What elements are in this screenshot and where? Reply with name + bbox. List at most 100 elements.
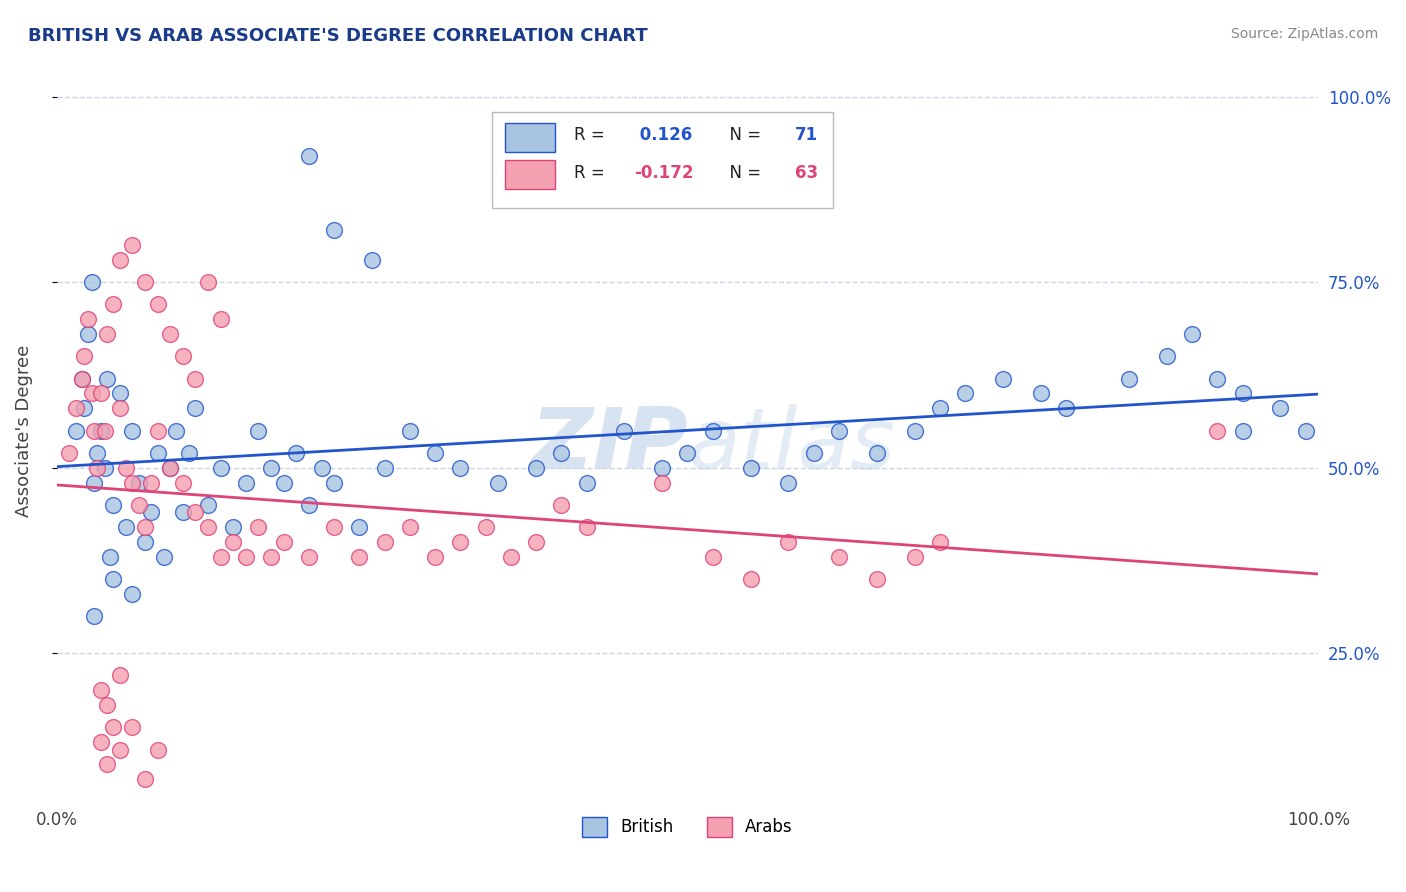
Point [108,401,131,416]
Point [423,549,446,564]
Point [103,572,125,586]
Point [222,520,245,534]
Point [209,549,232,564]
Point [184,401,207,416]
Point [128,475,150,490]
Point [651,460,673,475]
Point [222,534,245,549]
Point [121,720,143,734]
Point [166,424,188,438]
Point [108,742,131,756]
Point [90,683,112,698]
Point [399,424,422,438]
Point [1206,371,1229,385]
Point [866,446,889,460]
Point [58,446,80,460]
Point [146,297,169,311]
Point [349,520,371,534]
Point [702,549,724,564]
Point [903,424,925,438]
Point [323,223,346,237]
Point [73,401,96,416]
Point [80,386,103,401]
Point [803,446,825,460]
Point [285,446,308,460]
Point [86,460,108,475]
Text: 71: 71 [794,127,818,145]
Point [77,312,100,326]
Point [103,498,125,512]
Point [953,386,976,401]
Point [77,327,100,342]
Point [1029,386,1052,401]
Point [235,475,257,490]
Point [141,475,163,490]
Point [197,520,219,534]
Point [146,446,169,460]
Point [103,297,125,311]
Point [374,534,396,549]
Point [197,275,219,289]
Point [93,424,115,438]
Point [474,520,496,534]
Point [298,149,321,163]
Point [323,475,346,490]
Point [73,350,96,364]
Point [1232,424,1254,438]
Point [273,534,295,549]
Point [828,549,851,564]
Point [98,549,121,564]
Legend: British, Arabs: British, Arabs [574,808,801,846]
Point [184,505,207,519]
Point [1295,424,1317,438]
Point [93,460,115,475]
Point [159,460,181,475]
Point [1181,327,1204,342]
Point [146,424,169,438]
Bar [505,123,555,153]
Point [449,460,471,475]
Point [298,549,321,564]
Point [828,424,851,438]
Point [273,475,295,490]
Point [121,424,143,438]
Point [115,460,138,475]
Point [115,520,138,534]
Point [399,520,422,534]
Point [374,460,396,475]
Point [550,498,572,512]
Point [159,460,181,475]
Point [96,698,118,712]
Point [676,446,699,460]
Point [153,549,176,564]
Point [172,475,194,490]
Point [486,475,509,490]
Point [1118,371,1140,385]
Point [172,505,194,519]
Point [209,460,232,475]
Point [96,757,118,772]
Point [108,252,131,267]
Point [740,460,762,475]
Point [260,460,283,475]
Point [134,534,156,549]
Point [96,371,118,385]
Text: N =: N = [718,127,766,145]
Text: R =: R = [574,164,610,182]
Point [172,350,194,364]
Point [1232,386,1254,401]
Point [121,587,143,601]
Point [499,549,522,564]
Point [928,534,950,549]
Point [260,549,283,564]
Point [96,327,118,342]
Point [197,498,219,512]
Point [550,446,572,460]
Text: 63: 63 [794,164,818,182]
Point [311,460,333,475]
Point [83,424,105,438]
Point [159,327,181,342]
Point [108,668,131,682]
Point [1270,401,1292,416]
Text: -0.172: -0.172 [634,164,695,182]
